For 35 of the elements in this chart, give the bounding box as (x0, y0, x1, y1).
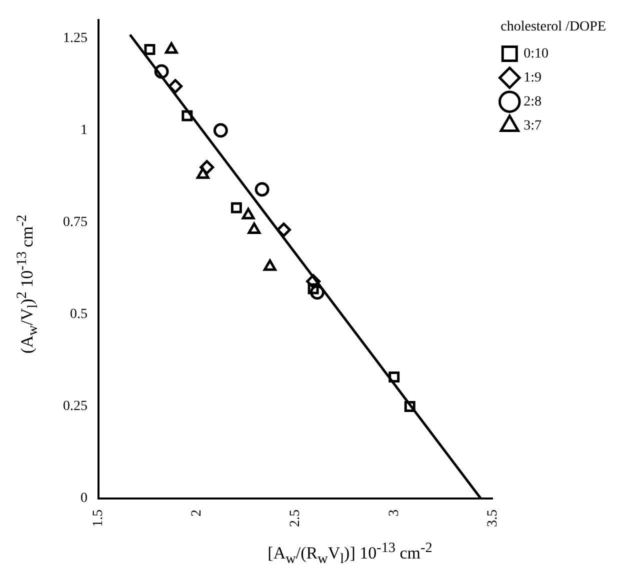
x-tick-label: 3 (386, 510, 402, 516)
point (242, 208, 255, 220)
x-tick-label: 1.5 (91, 510, 106, 527)
point (254, 182, 270, 197)
point (230, 202, 242, 214)
point (182, 110, 193, 122)
point (308, 283, 319, 294)
point (276, 222, 291, 238)
point (144, 44, 156, 55)
point (310, 285, 324, 300)
point (264, 259, 276, 271)
point (168, 79, 183, 94)
point (388, 372, 400, 383)
point (154, 64, 169, 79)
y-tick-label: 0 (80, 491, 88, 506)
y-tick-label: 0.75 (63, 215, 88, 230)
legend-title: cholesterol /DOPE (500, 20, 606, 35)
point (200, 160, 214, 174)
y-tick-label: 0.25 (63, 399, 88, 414)
x-tick-label: 3.5 (485, 510, 500, 527)
point (248, 222, 261, 234)
point (404, 400, 416, 412)
legend-label: 1:9 (524, 70, 542, 86)
x-tick-label: 2.5 (288, 510, 304, 527)
y-tick-label: 1.25 (63, 31, 88, 46)
text: [A$_{w}$/(R$_{w}$V$_{l}$)] 10$^{-13}$ cm$^{-2}$ (268, 540, 432, 568)
point (164, 42, 178, 54)
y-tick-label: 0.5 (70, 307, 88, 322)
legend-label: 3:7 (524, 118, 542, 134)
legend-label: 0:10 (524, 46, 549, 62)
x-tick-label: 2 (190, 510, 205, 516)
point (213, 123, 228, 138)
y-tick-label: 1 (80, 123, 88, 138)
point (196, 167, 210, 179)
legend-label: 2:8 (524, 94, 542, 110)
